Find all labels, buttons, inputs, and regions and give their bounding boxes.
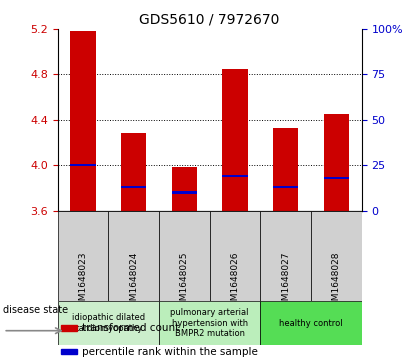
Bar: [260, 211, 311, 301]
Text: GSM1648027: GSM1648027: [281, 251, 290, 312]
Text: pulmonary arterial
hypertension with
BMPR2 mutation: pulmonary arterial hypertension with BMP…: [171, 308, 249, 338]
Bar: [222, 175, 247, 177]
Bar: [60, 325, 77, 331]
Bar: [159, 211, 210, 301]
Title: GDS5610 / 7972670: GDS5610 / 7972670: [139, 12, 280, 26]
Text: GSM1648023: GSM1648023: [79, 251, 88, 312]
Bar: [172, 191, 197, 193]
Bar: [172, 167, 197, 211]
Bar: [324, 177, 349, 179]
Bar: [159, 301, 260, 345]
Bar: [273, 128, 298, 211]
Text: transformed count: transformed count: [82, 323, 179, 333]
Bar: [260, 301, 362, 345]
Bar: [121, 186, 146, 188]
Bar: [60, 349, 77, 354]
Bar: [70, 164, 95, 166]
Bar: [58, 301, 159, 345]
Bar: [210, 211, 260, 301]
Text: GSM1648024: GSM1648024: [129, 251, 138, 312]
Bar: [121, 133, 146, 211]
Bar: [222, 69, 247, 211]
Text: idiopathic dilated
cardiomyopathy: idiopathic dilated cardiomyopathy: [72, 313, 145, 333]
Bar: [108, 211, 159, 301]
Bar: [58, 211, 108, 301]
Bar: [324, 114, 349, 211]
Bar: [273, 186, 298, 188]
Text: disease state: disease state: [3, 305, 68, 315]
Text: GSM1648025: GSM1648025: [180, 251, 189, 312]
Text: healthy control: healthy control: [279, 319, 343, 327]
Text: GSM1648028: GSM1648028: [332, 251, 341, 312]
Bar: [311, 211, 362, 301]
Text: percentile rank within the sample: percentile rank within the sample: [82, 347, 258, 356]
Bar: [70, 31, 95, 211]
Text: GSM1648026: GSM1648026: [231, 251, 240, 312]
